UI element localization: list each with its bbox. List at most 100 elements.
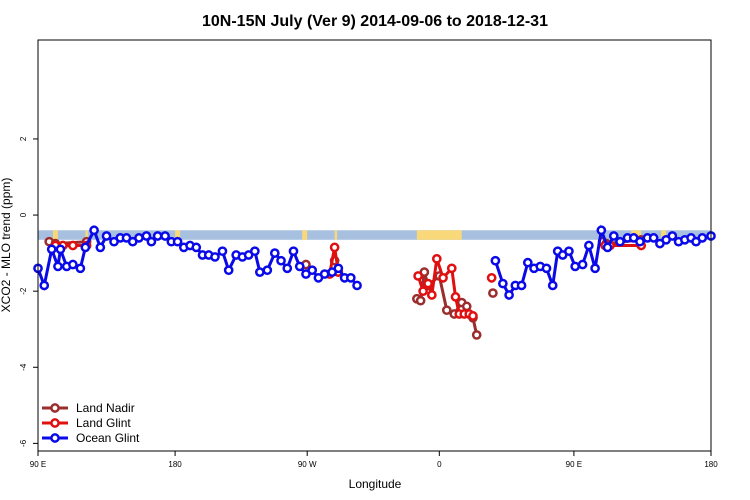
land-glint-point <box>413 271 423 281</box>
series-layer <box>33 224 716 340</box>
legend-marker <box>50 433 60 443</box>
land-segment <box>52 230 58 240</box>
ocean-glint-point <box>596 225 607 236</box>
land-glint-point <box>68 240 78 251</box>
ocean-glint-point <box>46 244 57 255</box>
axis-ticks: 90 E 180 90 W 0 90 E 180 -6 -4 -2 0 2 <box>19 136 718 469</box>
ocean-glint-point <box>160 231 170 241</box>
ocean-glint-point <box>101 231 112 241</box>
y-axis-label: XCO2 - MLO trend (ppm) <box>0 178 13 313</box>
land-nadir-point <box>415 295 426 306</box>
ocean-glint-point <box>490 255 501 266</box>
land-glint-point <box>438 272 448 283</box>
ocean-glint-point <box>667 231 678 241</box>
ocean-glint-point <box>522 257 533 268</box>
ocean-glint-point <box>635 236 645 247</box>
legend-item-ocean-glint: Ocean Glint <box>42 431 140 445</box>
ocean-glint-point <box>333 263 344 274</box>
ocean-glint-point <box>590 263 600 274</box>
ocean-glint-point <box>307 265 318 276</box>
land-segment <box>302 230 308 240</box>
land-glint-point <box>431 253 442 264</box>
ocean-glint-point <box>172 236 183 247</box>
ocean-glint-point <box>269 248 280 258</box>
land-segment <box>175 230 181 240</box>
land-glint-point <box>418 286 428 297</box>
land-nadir-point <box>488 288 498 298</box>
land-segment <box>661 230 667 240</box>
ocean-glint-point <box>282 263 293 274</box>
x-tick-label: 180 <box>704 460 718 469</box>
land-nadir-point <box>441 305 452 316</box>
ocean-glint-point <box>319 269 330 279</box>
y-tick-label: -2 <box>19 287 28 295</box>
ocean-glint-point <box>217 246 228 257</box>
land-glint-point <box>329 242 340 253</box>
ocean-glint-point <box>254 267 265 277</box>
legend-label: Ocean Glint <box>76 431 140 445</box>
land-nadir-point <box>471 330 482 340</box>
legend-label: Land Nadir <box>76 401 135 415</box>
ocean-glint-point <box>615 236 625 247</box>
ocean-glint-point <box>516 280 527 291</box>
ocean-glint-point <box>577 259 588 270</box>
y-tick-label: -4 <box>19 363 28 371</box>
ocean-glint-point <box>498 278 508 289</box>
ocean-glint-point <box>146 236 157 247</box>
y-tick-label: 0 <box>19 212 28 217</box>
ocean-glint-point <box>53 261 63 272</box>
ocean-glint-point <box>75 263 86 274</box>
x-tick-label: 90 E <box>30 460 46 469</box>
y-tick-label: 2 <box>19 136 28 141</box>
legend-item-land-nadir: Land Nadir <box>42 401 135 415</box>
land-glint-point <box>426 290 437 300</box>
legend-item-land-glint: Land Glint <box>42 416 131 430</box>
ocean-glint-point <box>262 265 273 276</box>
ocean-glint-point <box>95 242 106 253</box>
ocean-glint-point <box>134 233 144 243</box>
legend-label: Land Glint <box>76 416 131 430</box>
x-axis-label: Longitude <box>349 477 402 491</box>
ocean-glint-point <box>697 233 708 243</box>
ocean-glint-point <box>352 280 362 291</box>
x-tick-label: 90 E <box>566 460 582 469</box>
legend-marker <box>50 418 60 428</box>
ocean-glint-point <box>80 242 91 253</box>
land-nadir-point <box>461 301 472 312</box>
x-tick-label: 180 <box>168 460 182 469</box>
land-glint-point <box>486 272 497 283</box>
ocean-glint-point <box>191 242 202 253</box>
ocean-glint-point <box>570 261 581 272</box>
plot-frame <box>37 39 712 452</box>
ocean-glint-point <box>250 246 260 257</box>
legend-marker <box>50 403 60 413</box>
ocean-glint-point <box>504 290 514 300</box>
land-segment <box>85 230 88 240</box>
ocean-glint-point <box>152 231 163 241</box>
ocean-glint-point <box>584 240 594 251</box>
ocean-glint-point <box>564 246 574 257</box>
x-tick-label: 90 W <box>298 460 317 469</box>
land-segment <box>334 230 338 240</box>
ocean-glint-point <box>39 280 50 291</box>
ocean-glint-point <box>210 252 220 262</box>
land-glint-point <box>450 292 461 302</box>
ocean-glint-point <box>294 261 305 272</box>
ocean-glint-point <box>541 263 552 274</box>
ocean-glint-point <box>55 244 66 255</box>
chart-title: 10N-15N July (Ver 9) 2014-09-06 to 2018-… <box>202 13 548 30</box>
ocean-glint-point <box>223 265 234 276</box>
x-tick-label: 0 <box>437 460 442 469</box>
y-tick-label: -6 <box>19 439 28 447</box>
land-glint-point <box>468 311 478 321</box>
ocean-glint-point <box>608 231 619 241</box>
ocean-band <box>38 230 711 240</box>
ocean-glint-point <box>276 255 286 266</box>
ocean-glint-point <box>68 259 78 270</box>
ocean-glint-point <box>547 280 558 291</box>
ocean-glint-point <box>141 231 152 241</box>
ocean-glint-point <box>89 225 99 236</box>
ocean-glint-point <box>648 233 659 243</box>
